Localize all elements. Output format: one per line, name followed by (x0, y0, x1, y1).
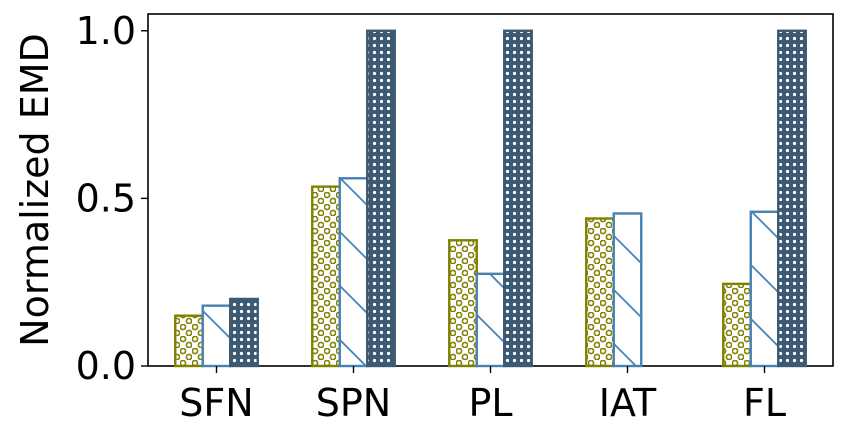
bar-sfn-series-1 (174, 314, 204, 368)
y-tick-label: 0.5 (76, 176, 136, 220)
y-tick-label: 0.0 (76, 344, 136, 388)
bar-iat-series-2 (612, 212, 643, 368)
bar-sfn-series-3 (229, 297, 259, 368)
x-tick-label-pl: PL (468, 381, 512, 425)
bar-fl-series-3 (777, 29, 807, 368)
bar-fl-series-2 (749, 210, 780, 368)
y-tick-label: 1.0 (76, 9, 136, 53)
bar-iat-series-1 (585, 217, 615, 368)
bar-fl-series-1 (722, 282, 752, 368)
bar-spn-series-3 (366, 29, 396, 368)
bar-pl-series-3 (503, 29, 533, 368)
bar-pl-series-2 (475, 272, 506, 368)
bar-spn-series-2 (338, 177, 369, 368)
bar-pl-series-1 (448, 239, 478, 368)
y-axis-label: Normalized EMD (13, 33, 57, 347)
x-tick-label-sfn: SFN (179, 381, 253, 425)
x-tick-label-fl: FL (743, 381, 786, 425)
bar-spn-series-1 (311, 185, 341, 368)
x-tick-label-spn: SPN (316, 381, 391, 425)
x-tick-label-iat: IAT (599, 381, 657, 425)
bar-sfn-series-2 (201, 304, 232, 368)
